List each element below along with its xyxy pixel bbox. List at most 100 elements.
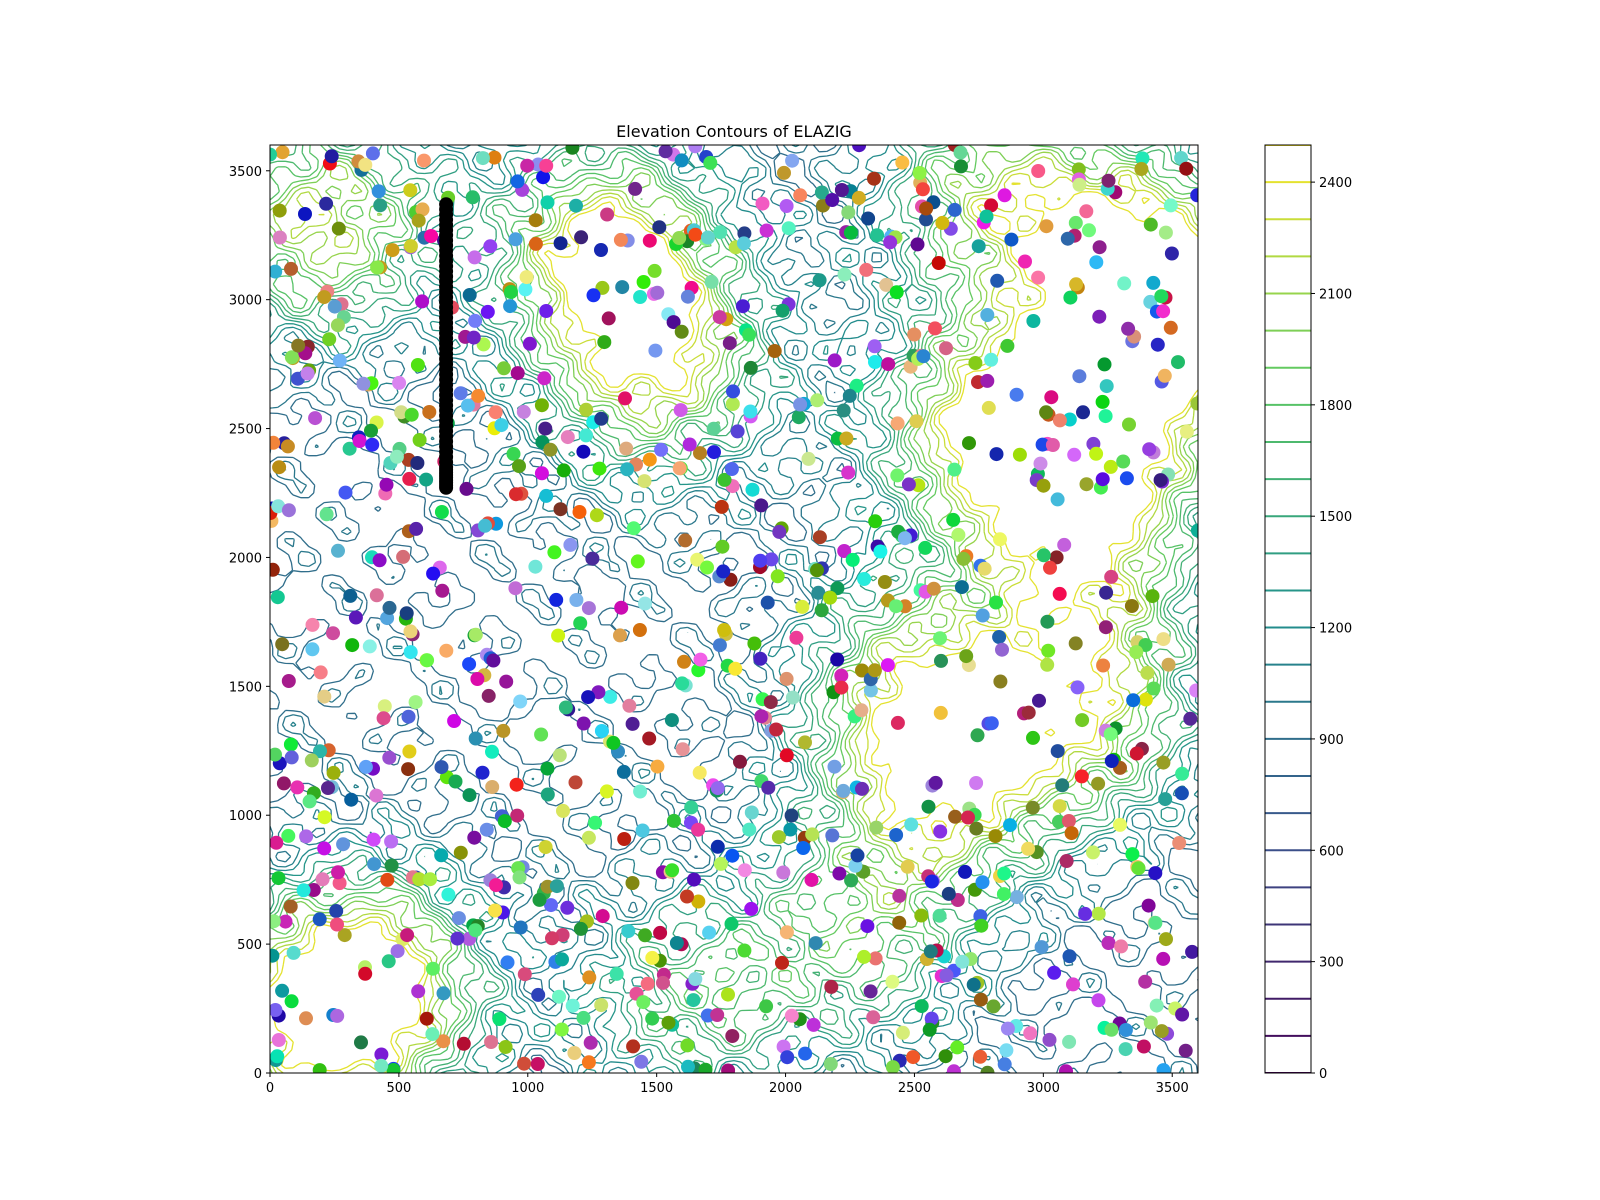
scatter-point	[636, 275, 651, 289]
scatter-point	[703, 155, 718, 170]
scatter-point	[712, 638, 727, 653]
scatter-point	[1101, 173, 1116, 188]
scatter-point	[775, 303, 790, 318]
scatter-point	[386, 1063, 401, 1073]
scatter-point	[737, 863, 752, 878]
scatter-point	[324, 149, 339, 164]
scatter-point	[713, 856, 728, 871]
scatter-point	[866, 1010, 881, 1025]
scatter-point	[958, 864, 972, 879]
scatter-point	[895, 1025, 910, 1040]
scatter-point	[743, 404, 758, 419]
contour-line	[270, 151, 1198, 1073]
scatter-point	[921, 799, 936, 814]
scatter-point	[798, 735, 812, 750]
scatter-point	[468, 627, 483, 642]
scatter-point	[647, 263, 662, 278]
scatter-point	[1159, 932, 1173, 947]
scatter-point	[761, 780, 776, 795]
scatter-point	[392, 375, 407, 390]
scatter-point	[270, 1003, 283, 1017]
scatter-point	[317, 810, 332, 825]
scatter-point	[1129, 645, 1144, 660]
scatter-point	[1000, 1021, 1015, 1036]
scatter-point	[812, 530, 827, 545]
scatter-point	[947, 462, 962, 477]
x-tick-label: 2000	[769, 1081, 802, 1096]
scatter-point	[827, 353, 842, 368]
scatter-point	[901, 477, 916, 492]
scatter-point	[494, 418, 509, 433]
scatter-point	[710, 781, 725, 796]
scatter-point	[981, 400, 996, 415]
scatter-point	[517, 967, 532, 982]
scatter-point	[979, 209, 994, 224]
scatter-point	[300, 366, 315, 381]
scatter-point	[850, 848, 865, 863]
scatter-point	[621, 924, 636, 939]
scatter-point	[453, 386, 468, 401]
scatter-point	[284, 261, 298, 276]
scatter-point	[434, 848, 449, 863]
scatter-point	[613, 628, 627, 643]
scatter-point	[394, 405, 409, 420]
scatter-point	[984, 198, 999, 213]
scatter-point	[1156, 951, 1171, 966]
scatter-point	[1057, 537, 1072, 552]
scatter-point	[776, 865, 791, 880]
scatter-point	[779, 925, 794, 940]
scatter-point	[620, 462, 635, 477]
scatter-point	[1061, 814, 1076, 828]
scatter-point	[666, 813, 681, 828]
scatter-point	[579, 402, 594, 417]
scatter-point	[770, 569, 785, 584]
scatter-point	[281, 503, 296, 518]
scatter-point	[374, 1047, 389, 1062]
scatter-point	[933, 705, 948, 720]
scatter-point	[674, 324, 689, 339]
contour-layer	[270, 145, 1198, 1073]
scatter-point	[371, 184, 386, 199]
scatter-point	[306, 883, 321, 897]
scatter-point	[650, 759, 665, 774]
scatter-point	[890, 416, 905, 431]
scatter-point	[690, 552, 705, 567]
scatter-point	[1034, 940, 1049, 955]
scatter-point	[890, 715, 905, 730]
scatter-point	[614, 600, 629, 615]
scatter-point	[1032, 693, 1046, 708]
scatter-point	[313, 744, 327, 759]
scatter-point	[498, 1040, 513, 1054]
scatter-point	[468, 923, 483, 938]
scatter-point	[544, 898, 558, 913]
scatter-point	[528, 236, 543, 251]
scatter-point	[358, 759, 373, 774]
scatter-point	[599, 784, 614, 799]
scatter-point	[747, 636, 762, 651]
scatter-point	[842, 388, 857, 403]
scatter-point	[1174, 151, 1189, 165]
scatter-point	[638, 596, 652, 611]
scatter-point	[633, 290, 648, 304]
scatter-point	[868, 355, 882, 369]
scatter-point	[1163, 198, 1178, 213]
scatter-point	[410, 456, 425, 470]
scatter-point	[270, 1049, 285, 1064]
scatter-point	[565, 145, 580, 155]
scatter-point	[919, 212, 933, 227]
scatter-point	[567, 1046, 582, 1060]
scatter-point	[928, 321, 942, 336]
scatter-point	[270, 435, 281, 450]
scatter-point	[330, 1008, 345, 1023]
scatter-point	[775, 955, 789, 970]
scatter-point	[549, 879, 564, 894]
scatter-point	[1076, 405, 1090, 420]
scatter-point	[653, 925, 668, 940]
scatter-point	[907, 327, 922, 342]
scatter-point	[400, 928, 415, 943]
black-point-column	[439, 197, 454, 495]
scatter-point	[836, 783, 851, 798]
y-tick-label: 2000	[229, 551, 262, 566]
scatter-point	[331, 221, 346, 236]
scatter-point	[552, 989, 566, 1004]
